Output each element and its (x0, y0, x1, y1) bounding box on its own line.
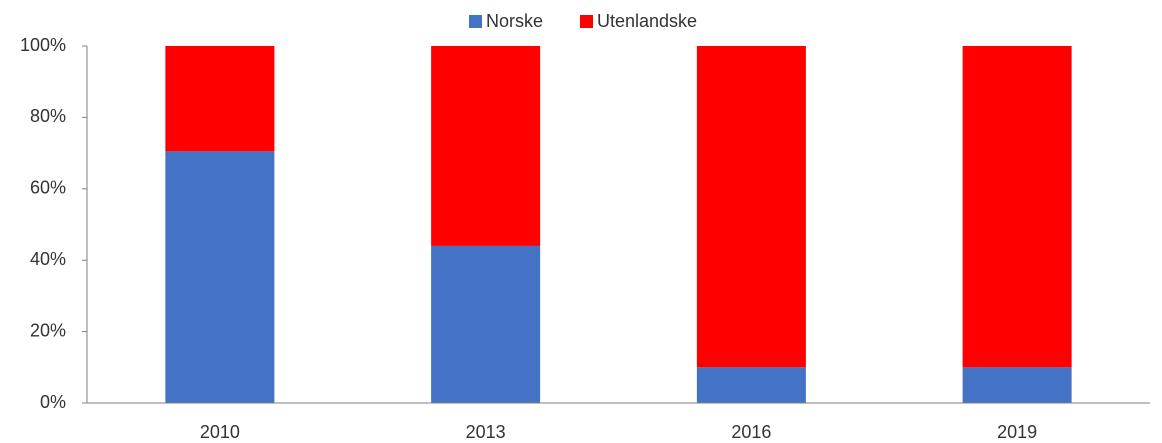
bar-segment (696, 367, 806, 403)
y-tick-label: 80% (30, 106, 66, 126)
y-tick-label: 20% (30, 320, 66, 340)
bar-segment (431, 46, 541, 246)
legend-swatch (469, 15, 482, 28)
y-tick-label: 60% (30, 178, 66, 198)
x-tick-label: 2019 (997, 422, 1037, 442)
legend-label: Norske (486, 11, 543, 31)
bar-segment (962, 46, 1072, 368)
bar-segment (165, 151, 275, 403)
bar-segment (431, 245, 541, 403)
x-tick-label: 2016 (731, 422, 771, 442)
x-tick-label: 2010 (200, 422, 240, 442)
x-tick-label: 2013 (466, 422, 506, 442)
bar-segment (696, 46, 806, 368)
bar-segment (962, 367, 1072, 403)
y-tick-label: 0% (40, 392, 66, 412)
y-tick-label: 100% (20, 35, 66, 55)
legend-swatch (580, 15, 593, 28)
bar-segment (165, 46, 275, 152)
legend-label: Utenlandske (597, 11, 697, 31)
y-tick-label: 40% (30, 249, 66, 269)
